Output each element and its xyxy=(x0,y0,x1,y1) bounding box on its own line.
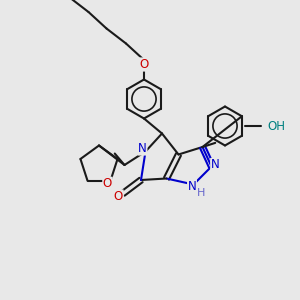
Text: N: N xyxy=(188,179,196,193)
Text: N: N xyxy=(211,158,220,172)
Text: O: O xyxy=(140,58,148,71)
Text: H: H xyxy=(197,188,205,199)
Text: OH: OH xyxy=(267,119,285,133)
Text: O: O xyxy=(114,190,123,203)
Text: N: N xyxy=(138,142,147,155)
Text: O: O xyxy=(103,177,112,190)
